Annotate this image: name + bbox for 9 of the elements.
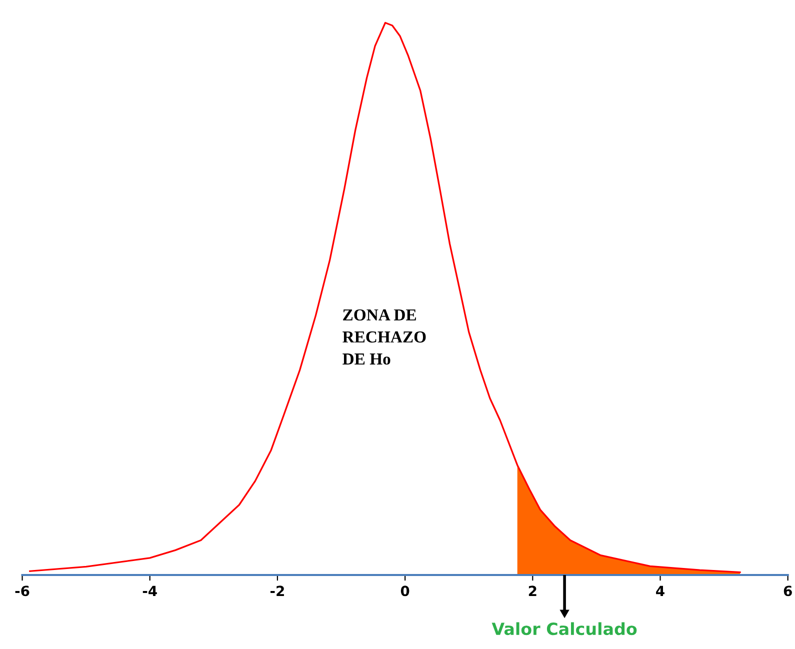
annotation: ZONA DE RECHAZO DE Ho <box>342 309 426 365</box>
x-tick-label: -2 <box>270 586 284 596</box>
x-tick-label: 4 <box>656 586 664 596</box>
x-tick-label: 6 <box>784 586 792 596</box>
x-tick-label: 2 <box>528 586 536 596</box>
annotation: Valor Calculado <box>492 622 637 636</box>
x-tick-label: 0 <box>400 586 410 596</box>
x-tick-label: -4 <box>142 586 157 596</box>
x-tick-label: -6 <box>15 586 30 596</box>
